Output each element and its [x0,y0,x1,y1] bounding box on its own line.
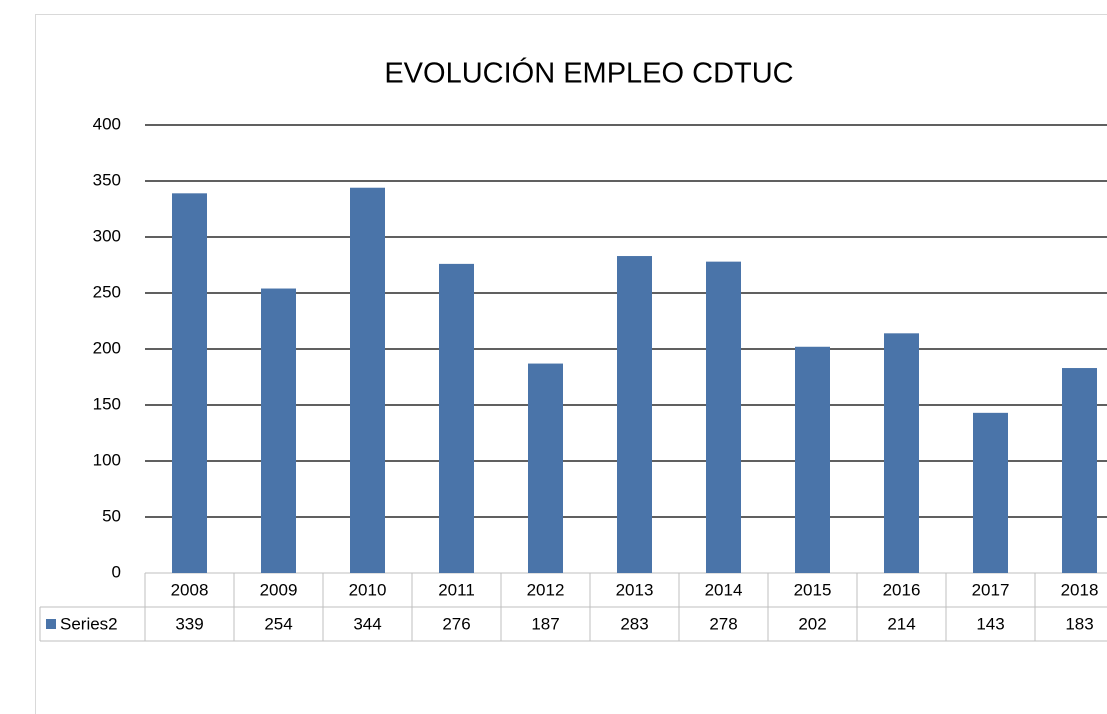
legend-label: Series2 [60,614,118,633]
x-tick-label: 2008 [171,580,209,599]
y-tick-label: 400 [93,114,121,133]
bar [1062,368,1097,573]
x-tick-label: 2010 [349,580,387,599]
data-table-value: 339 [175,614,203,633]
chart-frame [35,14,1107,714]
data-table-value: 187 [531,614,559,633]
x-tick-label: 2013 [616,580,654,599]
y-tick-label: 250 [93,282,121,301]
x-tick-label: 2014 [705,580,743,599]
data-table-value: 344 [353,614,381,633]
chart-title: EVOLUCIÓN EMPLEO CDTUC [384,57,793,90]
data-table-value: 143 [976,614,1004,633]
x-tick-label: 2017 [972,580,1010,599]
y-tick-label: 0 [112,562,121,581]
x-tick-label: 2012 [527,580,565,599]
x-tick-label: 2011 [438,580,475,599]
bar [973,412,1008,573]
data-table-value: 183 [1065,614,1093,633]
bar [706,261,741,573]
legend-swatch [46,619,56,629]
bar [795,346,830,573]
x-tick-label: 2016 [883,580,921,599]
x-tick-label: 2015 [794,580,832,599]
bar [617,256,652,573]
bar [261,288,296,573]
y-tick-label: 100 [93,450,121,469]
data-table-value: 214 [887,614,915,633]
x-tick-label: 2009 [260,580,298,599]
data-table-value: 276 [442,614,470,633]
data-table-value: 283 [620,614,648,633]
data-table-value: 254 [264,614,292,633]
bar [350,187,385,573]
bar [884,333,919,573]
data-table-value: 278 [709,614,737,633]
y-tick-label: 350 [93,170,121,189]
bar [528,363,563,573]
y-tick-label: 50 [102,506,121,525]
y-tick-label: 300 [93,226,121,245]
bar [172,193,207,573]
data-table-value: 202 [798,614,826,633]
bar [439,263,474,573]
y-tick-label: 200 [93,338,121,357]
x-tick-label: 2018 [1061,580,1099,599]
y-tick-label: 150 [93,394,121,413]
